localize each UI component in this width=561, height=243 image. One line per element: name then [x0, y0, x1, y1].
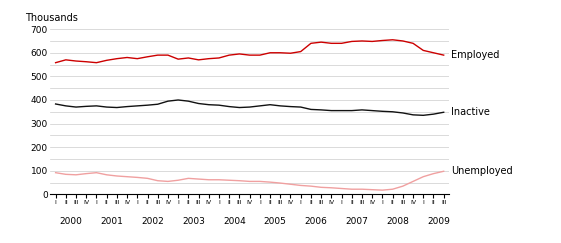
Text: Thousands: Thousands	[25, 13, 77, 23]
Text: Employed: Employed	[451, 50, 499, 60]
Text: 2007: 2007	[346, 217, 369, 226]
Text: 2008: 2008	[387, 217, 409, 226]
Text: 2009: 2009	[427, 217, 450, 226]
Text: 2003: 2003	[182, 217, 205, 226]
Text: 2005: 2005	[264, 217, 287, 226]
Text: 2006: 2006	[305, 217, 328, 226]
Text: 2000: 2000	[59, 217, 82, 226]
Text: Inactive: Inactive	[451, 107, 490, 117]
Text: 2004: 2004	[223, 217, 246, 226]
Text: 2002: 2002	[141, 217, 164, 226]
Text: 2001: 2001	[100, 217, 123, 226]
Text: Unemployed: Unemployed	[451, 166, 512, 176]
